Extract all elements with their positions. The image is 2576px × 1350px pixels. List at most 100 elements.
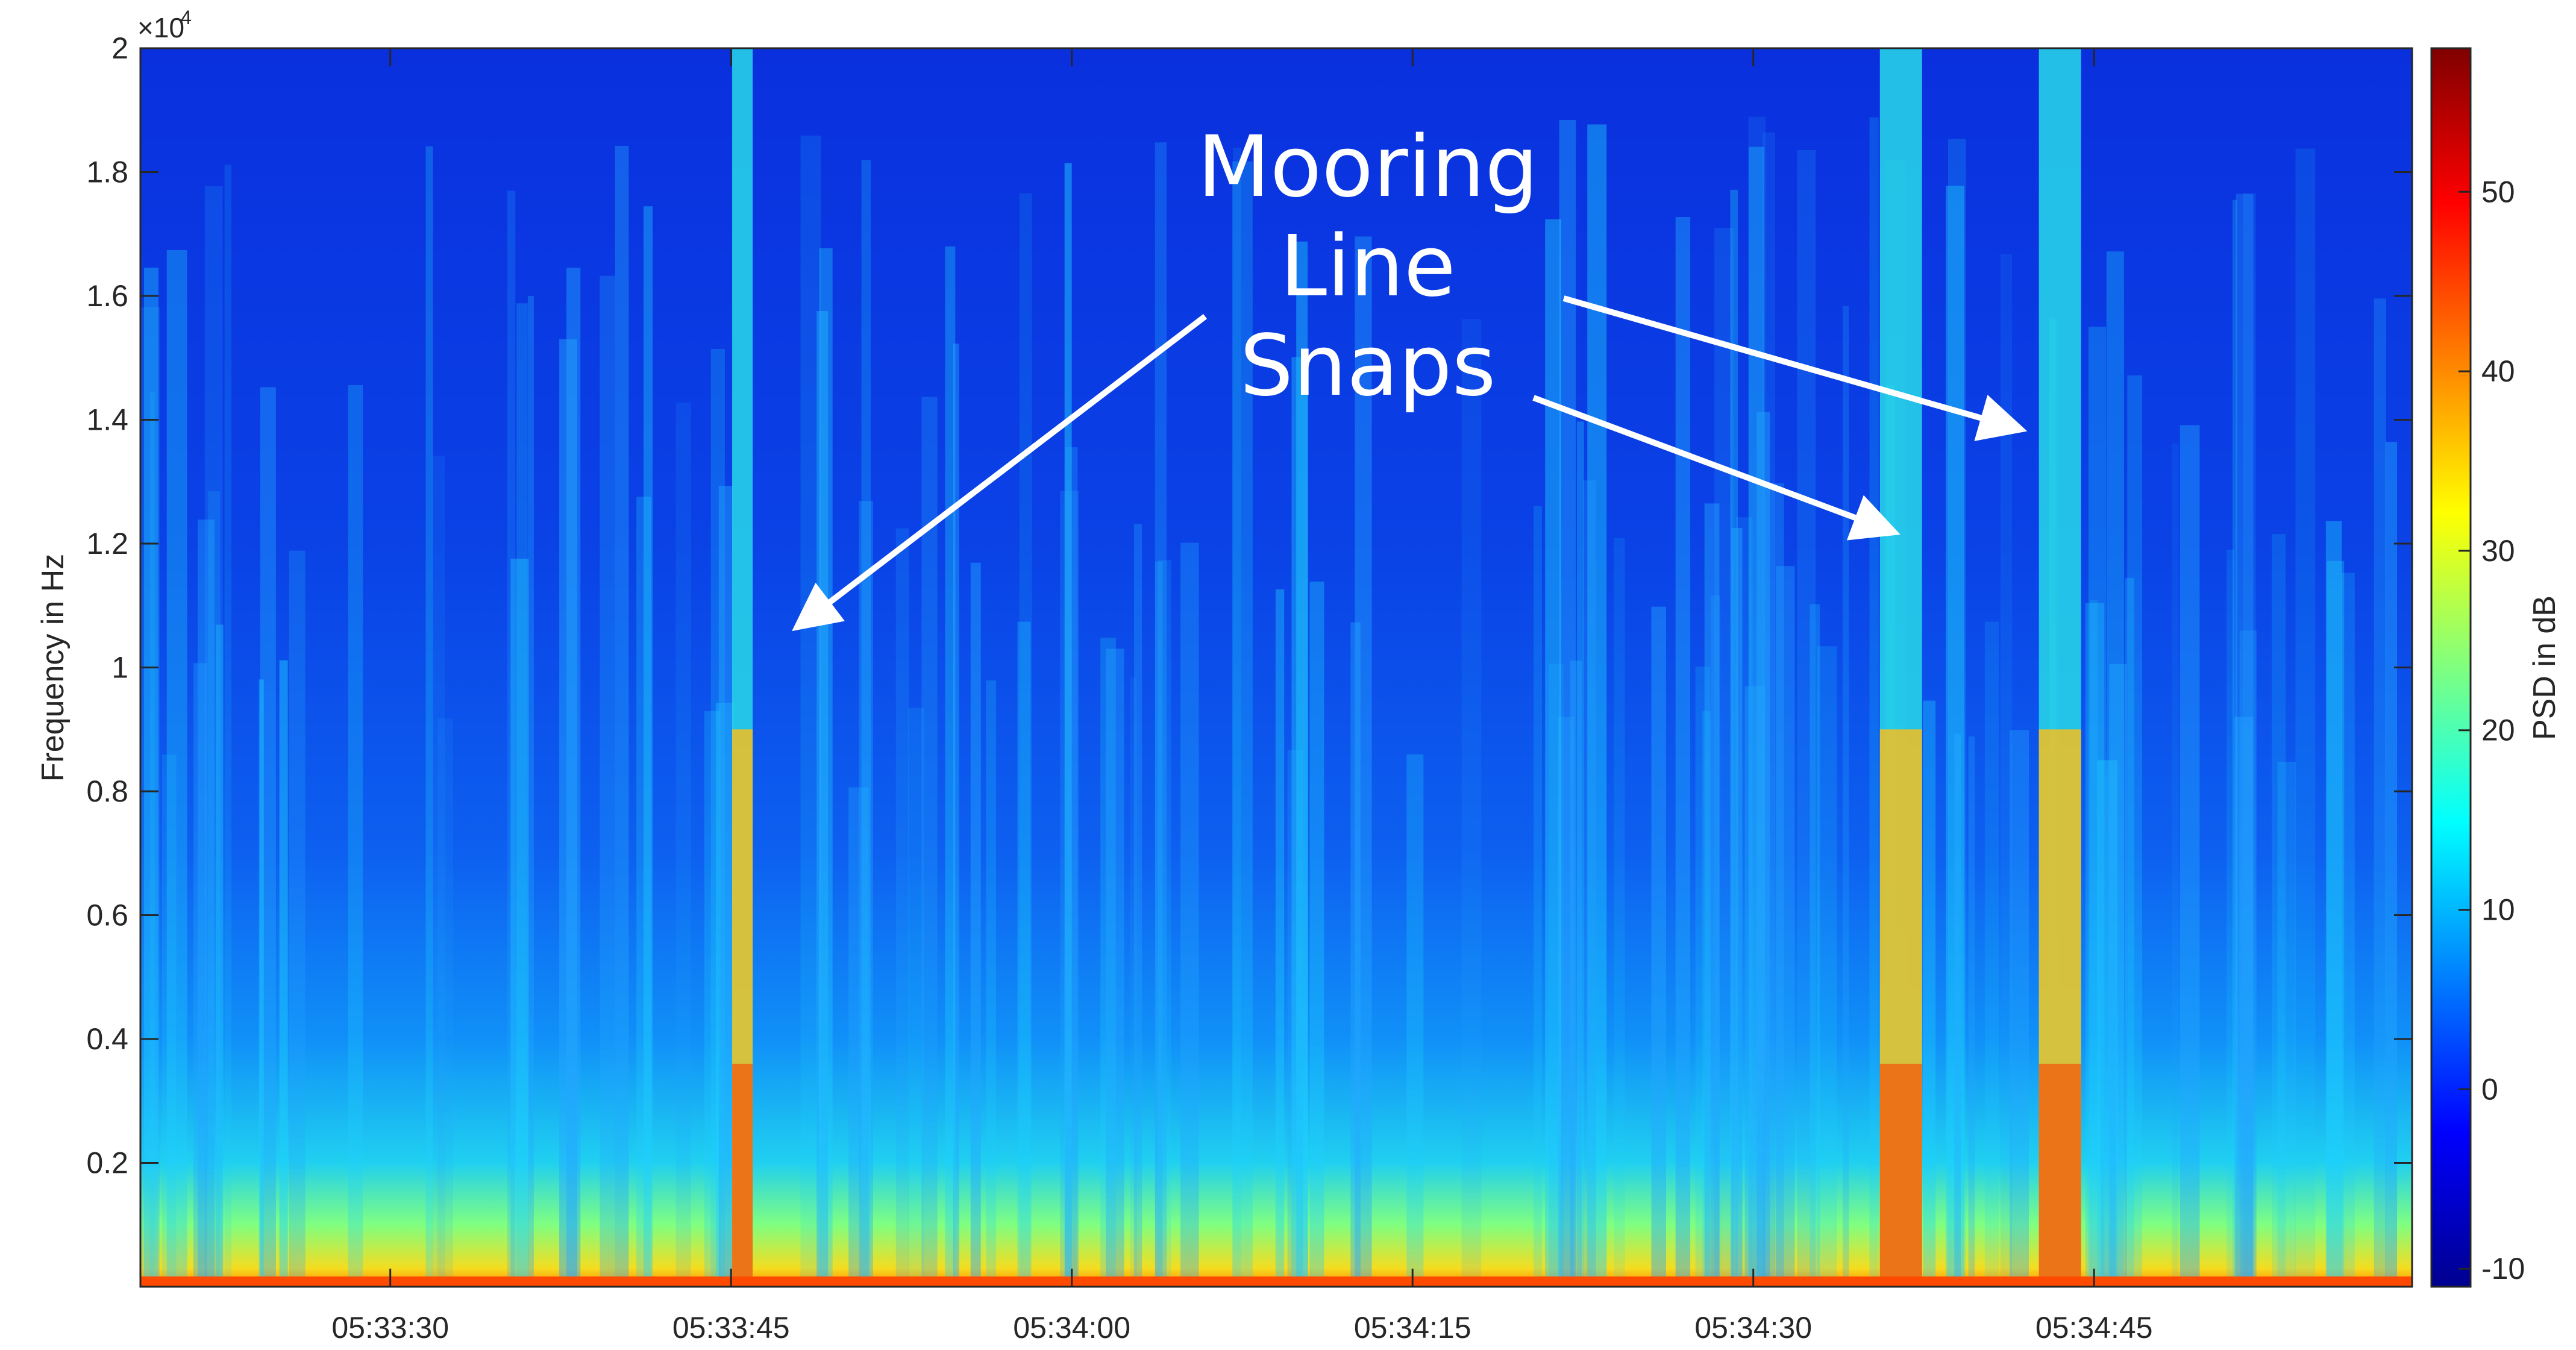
- spectrogram-streak: [2090, 600, 2098, 1287]
- spectrogram-streak: [970, 562, 981, 1287]
- spectrogram-streak: [507, 190, 516, 1287]
- spectrogram-streak: [861, 160, 871, 1287]
- colorbar: [2430, 47, 2472, 1288]
- spectrogram-streak: [1675, 217, 1691, 1287]
- spectrogram-streak: [161, 754, 177, 1287]
- spectrogram-streak: [2277, 761, 2296, 1287]
- colorbar-title: PSD in dB: [2527, 595, 2562, 740]
- annotation-arrow-middle: [1532, 395, 1901, 541]
- spectrogram-streak: [2374, 298, 2387, 1287]
- spectrogram-streak: [800, 136, 821, 1287]
- y-tick-label: 0.2: [86, 1146, 128, 1180]
- spectrogram-streak: [1711, 595, 1720, 1287]
- spectrogram-streak: [2088, 327, 2107, 1287]
- spectrogram-streak: [1695, 666, 1711, 1287]
- spectrogram-streak: [2180, 425, 2200, 1287]
- spectrogram-streak: [1155, 142, 1167, 1287]
- spectrogram-streak: [1587, 124, 1607, 1287]
- spectrogram-streak: [2000, 254, 2013, 1287]
- spectrogram-streak: [704, 711, 721, 1287]
- spectrogram-streak: [816, 311, 829, 1287]
- spectrogram-streak: [166, 250, 187, 1287]
- spectrogram-streak: [1275, 589, 1285, 1287]
- spectrogram-streak: [1869, 117, 1879, 1287]
- spectrogram-streak: [710, 349, 725, 1287]
- spectrogram-streak: [908, 708, 924, 1287]
- spectrogram-streak: [1570, 661, 1582, 1287]
- y-tick-label: 1.6: [86, 279, 128, 313]
- spectrogram-streak: [1651, 606, 1666, 1287]
- spectrogram-streak: [149, 392, 155, 1287]
- spectrogram-streak: [1549, 664, 1564, 1287]
- spectrogram-streak: [259, 679, 264, 1287]
- y-tick-label: 1.2: [86, 527, 128, 560]
- snap-event-peak: [732, 1064, 753, 1287]
- spectrogram-streak: [348, 385, 363, 1287]
- spectrogram-streak: [2227, 550, 2235, 1287]
- y-axis-title: Frequency in Hz: [36, 554, 71, 782]
- spectrogram-streak: [895, 528, 909, 1287]
- y-tick-label: 0.8: [86, 774, 128, 808]
- spectrogram-streak: [1100, 637, 1116, 1287]
- spectrogram-streak: [2125, 577, 2134, 1287]
- spectrogram-streak: [1763, 132, 1776, 1287]
- spectrogram-streak: [1984, 621, 1999, 1287]
- annotation-arrow-right: [1562, 295, 2028, 441]
- spectrogram-streak: [953, 344, 959, 1287]
- colorbar-tick-label: 50: [2481, 175, 2515, 209]
- spectrogram-streak: [1714, 228, 1734, 1287]
- x-tick-label: 05:34:45: [2035, 1311, 2153, 1345]
- spectrogram-streak: [600, 275, 615, 1287]
- spectrogram-streak: [1060, 491, 1079, 1287]
- spectrogram-streak: [643, 206, 653, 1287]
- spectrogram-streak: [527, 295, 534, 1287]
- spectrogram-streak: [1406, 754, 1424, 1287]
- spectrogram-streak: [1810, 604, 1820, 1287]
- spectrogram-streak: [1797, 150, 1816, 1287]
- spectrogram-streak: [1158, 560, 1171, 1287]
- spectrogram-streak: [1748, 116, 1766, 1287]
- spectrogram-streak: [2295, 148, 2316, 1287]
- spectrogram-streak: [1309, 581, 1324, 1287]
- spectrogram-streak: [615, 145, 629, 1287]
- spectrogram-background: [140, 48, 2412, 1287]
- spectrogram-streak: [1954, 733, 1961, 1287]
- spectrogram-streak: [2325, 521, 2342, 1287]
- spectrogram-streak: [1232, 161, 1253, 1287]
- spectrogram-streak: [289, 550, 306, 1287]
- spectrogram-streak: [1133, 524, 1142, 1287]
- spectrogram-streak: [1559, 119, 1576, 1287]
- spectrogram-streak: [143, 268, 159, 1287]
- colorbar-tick-label: 30: [2481, 534, 2515, 568]
- spectrogram-streak: [921, 397, 938, 1287]
- spectrogram-streak: [425, 146, 433, 1287]
- spectrogram-streak: [1776, 566, 1795, 1287]
- y-tick-label: 1.4: [86, 403, 128, 437]
- spectrogram-streak: [1287, 750, 1303, 1287]
- spectrogram-streak: [1968, 736, 1975, 1287]
- y-exponent-power: 4: [181, 7, 192, 28]
- x-tick-label: 05:34:15: [1354, 1311, 1471, 1345]
- spectrogram-streak: [437, 718, 453, 1287]
- spectrogram-streak: [1534, 506, 1542, 1287]
- spectrogram-streak: [2106, 251, 2124, 1287]
- spectrogram-streak: [848, 787, 869, 1287]
- spectrogram-streak: [140, 307, 160, 1287]
- x-tick-label: 05:33:45: [672, 1311, 790, 1345]
- spectrogram-streak: [675, 402, 691, 1287]
- spectrogram-streak: [1355, 236, 1372, 1287]
- y-tick-label: 2: [111, 31, 128, 65]
- x-tick-label: 05:33:30: [331, 1311, 449, 1345]
- spectrogram-streak: [1704, 503, 1720, 1287]
- spectrogram-streak: [1757, 412, 1770, 1287]
- spectrogram-streak: [208, 491, 221, 1287]
- spectrogram-streak: [1730, 189, 1738, 1287]
- spectrogram-streak: [2100, 775, 2116, 1287]
- spectrogram-streak: [1296, 241, 1308, 1287]
- y-exponent-base: ×10: [137, 12, 184, 43]
- spectrogram-streak: [715, 703, 735, 1287]
- spectrogram-streak: [1583, 480, 1596, 1287]
- spectrogram-streak: [2085, 603, 2105, 1287]
- spectrogram-streak: [2232, 199, 2237, 1287]
- spectrogram-streak: [1017, 621, 1031, 1287]
